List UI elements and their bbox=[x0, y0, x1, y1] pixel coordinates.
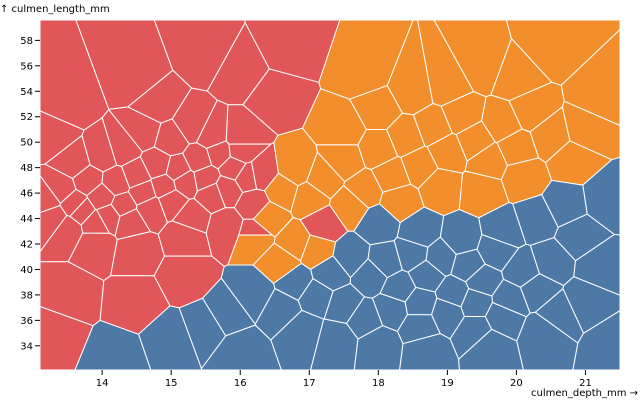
voronoi-cell bbox=[353, 203, 401, 246]
voronoi-cell bbox=[460, 287, 493, 317]
y-tick-label: 56 bbox=[20, 61, 33, 72]
x-axis: 14 15 16 17 18 19 20 21 bbox=[96, 370, 592, 389]
y-tick-label: 44 bbox=[20, 214, 33, 225]
x-tick-label: 14 bbox=[96, 378, 109, 389]
x-tick-label: 16 bbox=[234, 378, 247, 389]
y-tick-label: 42 bbox=[20, 240, 33, 251]
y-tick-label: 36 bbox=[20, 316, 33, 327]
voronoi-cell bbox=[541, 179, 588, 228]
voronoi-cells bbox=[39, 19, 621, 371]
x-tick-label: 21 bbox=[579, 378, 592, 389]
voronoi-cell bbox=[572, 309, 621, 371]
voronoi-cell bbox=[490, 37, 553, 102]
y-tick-label: 34 bbox=[20, 341, 33, 352]
y-axis-label: ↑ culmen_length_mm bbox=[0, 4, 110, 15]
x-tick-label: 18 bbox=[372, 378, 385, 389]
voronoi-cell bbox=[220, 264, 276, 326]
x-tick-label: 17 bbox=[303, 378, 316, 389]
voronoi-cell bbox=[228, 143, 273, 164]
voronoi-cell bbox=[178, 297, 227, 370]
voronoi-cell bbox=[74, 319, 152, 371]
y-tick-label: 50 bbox=[20, 138, 33, 149]
y-tick-label: 48 bbox=[20, 163, 33, 174]
voronoi-cell bbox=[39, 110, 85, 166]
y-tick-label: 54 bbox=[20, 87, 33, 98]
voronoi-cell bbox=[206, 21, 270, 106]
voronoi-cell bbox=[310, 255, 352, 292]
y-tick-label: 58 bbox=[20, 36, 33, 47]
x-tick-label: 15 bbox=[165, 378, 178, 389]
x-tick-label: 19 bbox=[441, 378, 454, 389]
voronoi-cell bbox=[416, 19, 475, 107]
y-tick-label: 52 bbox=[20, 112, 33, 123]
y-tick-label: 40 bbox=[20, 265, 33, 276]
x-tick-label: 20 bbox=[510, 378, 523, 389]
y-tick-label: 46 bbox=[20, 189, 33, 200]
x-axis-label: culmen_depth_mm → bbox=[531, 388, 638, 399]
y-axis: 34 36 38 40 42 44 46 48 50 52 54 56 58 bbox=[20, 36, 40, 352]
y-tick-label: 38 bbox=[20, 290, 33, 301]
voronoi-cell bbox=[301, 88, 367, 146]
voronoi-cell bbox=[126, 69, 193, 124]
voronoi-cell bbox=[404, 286, 438, 316]
